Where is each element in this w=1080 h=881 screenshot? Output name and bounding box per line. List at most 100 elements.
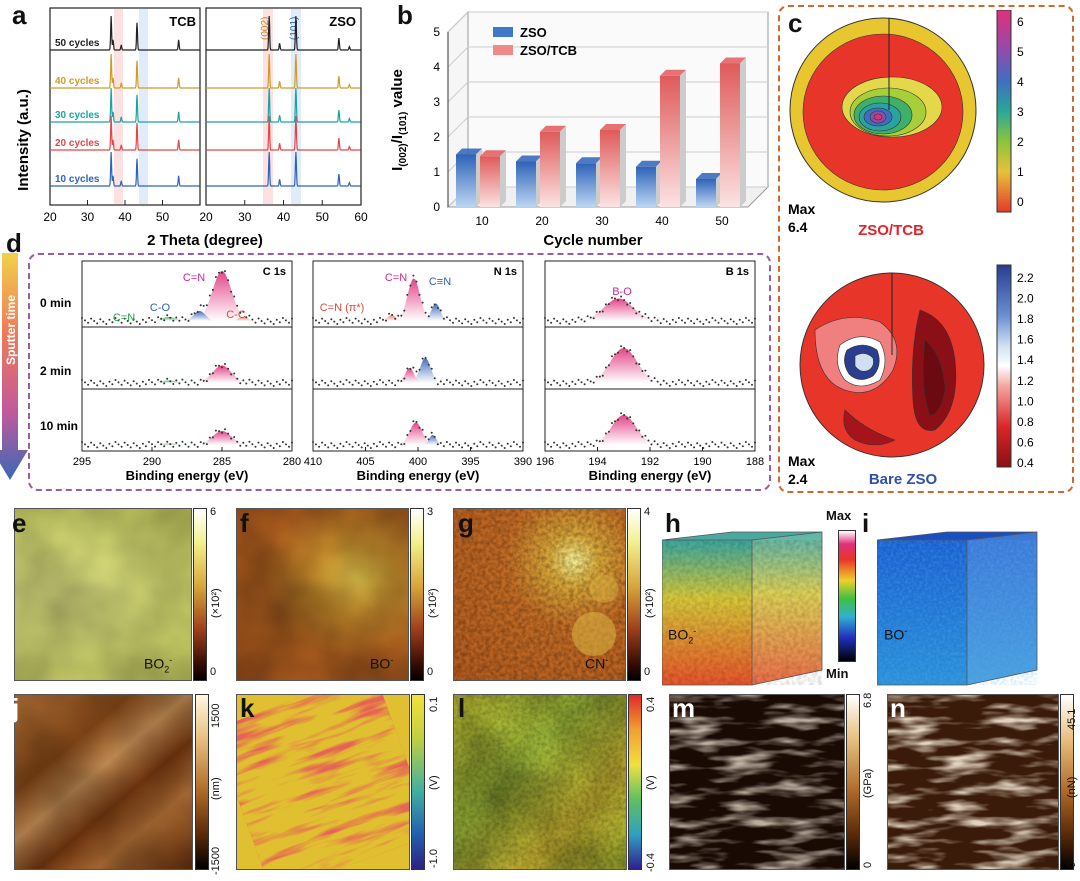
- xps-data-point: [427, 363, 430, 366]
- xps-data-point: [687, 317, 689, 320]
- xps-data-point: [427, 438, 430, 441]
- xps-data-point: [559, 446, 562, 449]
- xps-data-point: [108, 442, 111, 445]
- xps-data-point: [565, 382, 568, 385]
- xps-data-point: [281, 379, 284, 381]
- cube-h: [662, 531, 823, 686]
- xps-data-point: [102, 382, 105, 385]
- xps-data-point: [372, 442, 375, 445]
- xps-data-point: [257, 317, 260, 320]
- xps-data-point: [452, 445, 454, 448]
- xrd-series-line: [206, 53, 361, 89]
- xps-data-point: [583, 445, 586, 448]
- xps-data-point: [671, 380, 674, 383]
- xps-data-point: [263, 384, 266, 387]
- xps-data-point: [148, 316, 150, 319]
- xps-data-point: [723, 382, 726, 384]
- xps-data-point: [178, 444, 181, 447]
- xrd-tick-label: 40: [118, 210, 132, 224]
- xrd-series-label: 50 cycles: [55, 38, 100, 49]
- xps-data-point: [589, 380, 592, 383]
- xps-data-point: [485, 383, 488, 386]
- xps-data-point: [559, 322, 562, 325]
- xps-data-point: [278, 321, 281, 324]
- xps-data-point: [233, 372, 236, 375]
- xps-data-point: [141, 318, 144, 321]
- xps-data-point: [668, 447, 671, 449]
- xrd-tick-label: 20: [43, 210, 57, 224]
- xps-data-point: [580, 318, 583, 321]
- xps-data-point: [455, 317, 457, 320]
- xps-data-point: [132, 442, 135, 445]
- xps-data-point: [196, 445, 199, 448]
- xps-data-point: [181, 440, 184, 443]
- pole-bottom-tick-label: 1.2: [1017, 374, 1034, 388]
- xps-data-point: [696, 380, 699, 383]
- xps-data-point: [421, 357, 424, 360]
- xps-data-point: [175, 379, 178, 382]
- xps-data-point: [559, 384, 562, 387]
- xps-data-point: [738, 318, 741, 321]
- xps-data-point: [108, 380, 111, 383]
- xrd-ticks: 20 30 40 50 20 30 40 50 60: [43, 200, 368, 224]
- xps-data-point: [641, 435, 644, 438]
- xps-data-point: [711, 441, 714, 443]
- xps-data-point: [132, 318, 135, 321]
- xrd-series-line: [50, 15, 200, 51]
- xps-data-point: [553, 379, 556, 382]
- xrd-tick-label: 30: [238, 210, 252, 224]
- xps-data-point: [406, 293, 409, 296]
- xps-data-point: [747, 443, 750, 446]
- xps-data-point: [157, 316, 160, 319]
- xps-data-point: [181, 316, 184, 319]
- xrd-ylabel: Intensity (a.u.): [15, 89, 32, 191]
- xps-data-point: [693, 384, 696, 387]
- xps-data-point: [592, 444, 595, 447]
- xps-data-point: [744, 317, 747, 319]
- xps-data-point: [509, 445, 512, 448]
- bar-xtick-label: 20: [535, 214, 549, 228]
- xps-data-point: [96, 322, 99, 325]
- xps-data-point: [442, 445, 445, 448]
- xps-data-point: [445, 441, 448, 443]
- xps-data-point: [488, 379, 491, 382]
- pole-figure-bottom: [799, 272, 985, 458]
- xps-data-point: [360, 322, 363, 325]
- xrd-left-band-101: [139, 9, 148, 204]
- panel-label-m: m: [672, 693, 696, 723]
- xrd-peak-label-002: (002): [260, 17, 271, 40]
- pole-figures: 6 5 4 3 2 1 0 Max 6.4 ZSO/TCB 2.2 2.0 1.8 1.6 1.4 1…: [788, 10, 1034, 488]
- xps-data-point: [81, 317, 83, 319]
- xps-data-point: [87, 445, 90, 448]
- xps-data-point: [650, 443, 653, 446]
- bar-side-face: [620, 124, 626, 207]
- xps-data-point: [720, 441, 723, 444]
- xps-data-point: [702, 385, 705, 387]
- xps-data-point: [690, 382, 693, 384]
- xps-data-point: [327, 446, 330, 449]
- xps-data-point: [497, 380, 500, 383]
- xps-frame: [81, 388, 293, 452]
- pole-top-colorbar: [996, 10, 1012, 213]
- xps-data-point: [656, 443, 659, 446]
- xps-data-point: [218, 430, 220, 433]
- pole-bottom-tick-label: 2.2: [1017, 271, 1034, 285]
- xps-data-point: [553, 317, 556, 320]
- xps-data-point: [230, 290, 233, 293]
- xps-data-point: [138, 323, 141, 325]
- xps-peak: [118, 443, 220, 445]
- bar-zso-tcb-30: [600, 130, 620, 207]
- map-k-colorbar: [411, 694, 425, 870]
- xps-data-point: [620, 412, 623, 415]
- xps-data-point: [154, 445, 156, 448]
- panel-label-e: e: [12, 508, 27, 538]
- map-e-colorbar: [193, 508, 207, 681]
- xrd-tick-label: 60: [354, 210, 368, 224]
- xps-data-point: [693, 322, 696, 325]
- bar-top-face: [660, 69, 686, 76]
- xps-data-point: [254, 383, 257, 386]
- xrd-series-line: [50, 53, 200, 89]
- xps-data-point: [205, 304, 208, 307]
- xps-data-point: [467, 444, 470, 447]
- xps-data-point: [708, 445, 711, 448]
